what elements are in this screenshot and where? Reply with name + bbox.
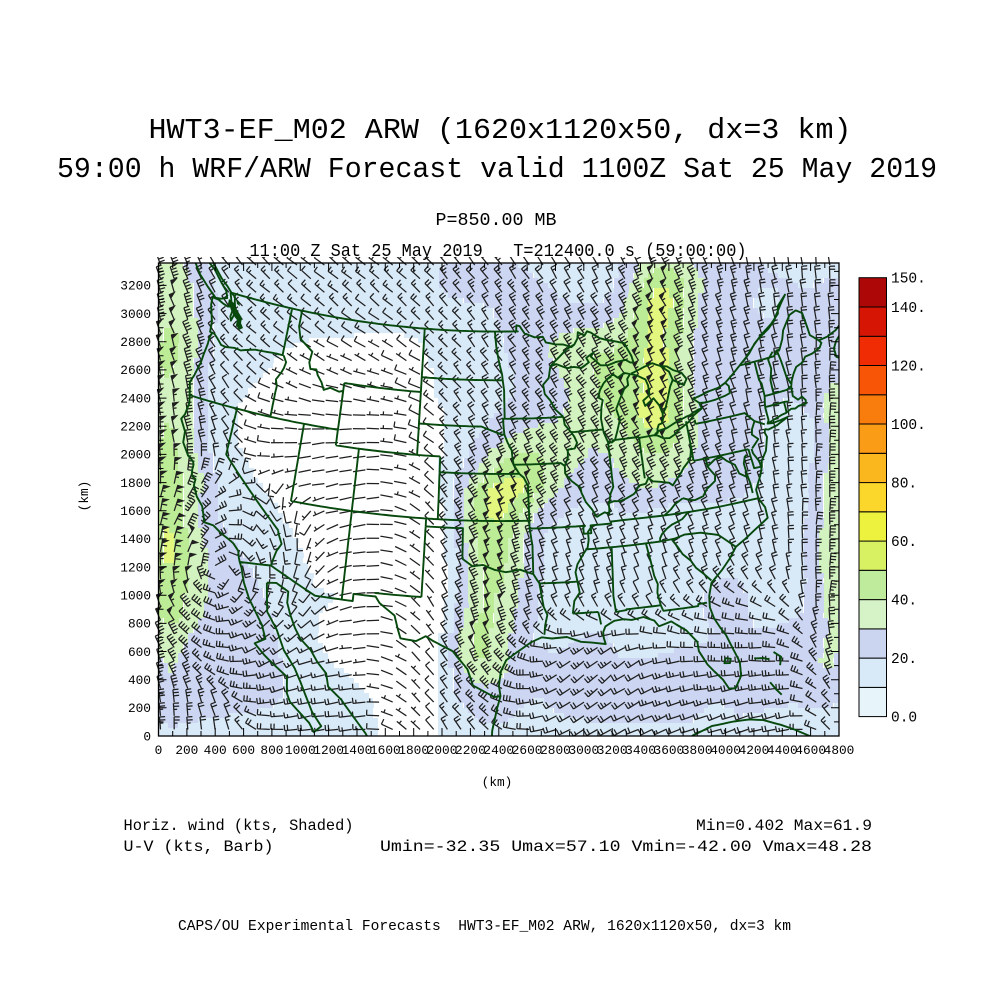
svg-text:59:00 h WRF/ARW Forecast valid: 59:00 h WRF/ARW Forecast valid 1100Z Sat… [57, 153, 937, 186]
svg-text:20.: 20. [891, 652, 917, 668]
svg-text:1800: 1800 [398, 743, 429, 758]
svg-text:2400: 2400 [120, 391, 151, 406]
svg-text:60.: 60. [891, 535, 917, 551]
svg-text:4400: 4400 [767, 743, 798, 758]
svg-text:HWT3-EF_M02 ARW (1620x1120x50,: HWT3-EF_M02 ARW (1620x1120x50, dx=3 km) [149, 114, 852, 147]
svg-text:Horiz. wind (kts, Shaded): Horiz. wind (kts, Shaded) [124, 817, 354, 835]
svg-text:3000: 3000 [120, 307, 151, 322]
svg-text:800: 800 [260, 743, 283, 758]
svg-text:0: 0 [143, 729, 151, 744]
svg-text:1600: 1600 [370, 743, 401, 758]
svg-text:2800: 2800 [540, 743, 571, 758]
svg-text:150.: 150. [891, 272, 926, 288]
svg-text:P=850.00 MB: P=850.00 MB [436, 210, 557, 231]
svg-text:2200: 2200 [120, 420, 151, 435]
svg-text:200: 200 [128, 701, 151, 716]
svg-text:2600: 2600 [512, 743, 543, 758]
svg-text:2600: 2600 [120, 363, 151, 378]
svg-text:600: 600 [232, 743, 255, 758]
svg-text:(km): (km) [77, 481, 92, 512]
svg-text:2800: 2800 [120, 335, 151, 350]
svg-text:1200: 1200 [313, 743, 344, 758]
svg-text:140.: 140. [891, 301, 926, 317]
svg-text:2000: 2000 [427, 743, 458, 758]
svg-text:800: 800 [128, 617, 151, 632]
svg-text:1400: 1400 [342, 743, 373, 758]
svg-text:Umin=-32.35 Umax=57.10 Vmin=-4: Umin=-32.35 Umax=57.10 Vmin=-42.00 Vmax=… [380, 838, 872, 856]
svg-text:(km): (km) [482, 775, 513, 790]
svg-text:120.: 120. [891, 359, 926, 375]
svg-text:3200: 3200 [120, 279, 151, 294]
svg-text:2200: 2200 [455, 743, 486, 758]
svg-text:CAPS/OU Experimental Forecasts: CAPS/OU Experimental Forecasts HWT3-EF_M… [178, 919, 791, 935]
svg-text:U-V (kts, Barb): U-V (kts, Barb) [124, 838, 274, 856]
svg-text:40.: 40. [891, 594, 917, 610]
svg-text:2000: 2000 [120, 448, 151, 463]
svg-text:3400: 3400 [625, 743, 656, 758]
svg-text:400: 400 [204, 743, 227, 758]
svg-text:1800: 1800 [120, 476, 151, 491]
svg-text:3200: 3200 [597, 743, 628, 758]
svg-text:0.0: 0.0 [891, 711, 917, 727]
svg-text:4000: 4000 [710, 743, 741, 758]
svg-text:100.: 100. [891, 418, 926, 434]
svg-text:4600: 4600 [795, 743, 826, 758]
svg-text:1200: 1200 [120, 560, 151, 575]
svg-text:4200: 4200 [739, 743, 770, 758]
svg-text:3800: 3800 [682, 743, 713, 758]
svg-text:Min=0.402 Max=61.9: Min=0.402 Max=61.9 [696, 817, 872, 835]
svg-text:3000: 3000 [568, 743, 599, 758]
svg-text:11:00 Z Sat 25 May 2019 T=21: 11:00 Z Sat 25 May 2019 T=212400.0 s (59… [250, 241, 747, 262]
svg-text:3600: 3600 [654, 743, 685, 758]
svg-text:200: 200 [175, 743, 198, 758]
svg-text:0: 0 [155, 743, 163, 758]
svg-text:1000: 1000 [120, 589, 151, 604]
svg-text:2400: 2400 [483, 743, 514, 758]
svg-text:1400: 1400 [120, 532, 151, 547]
svg-text:1000: 1000 [285, 743, 316, 758]
svg-text:600: 600 [128, 645, 151, 660]
svg-text:80.: 80. [891, 477, 917, 493]
svg-text:1600: 1600 [120, 504, 151, 519]
svg-text:4800: 4800 [824, 743, 855, 758]
svg-text:400: 400 [128, 673, 151, 688]
